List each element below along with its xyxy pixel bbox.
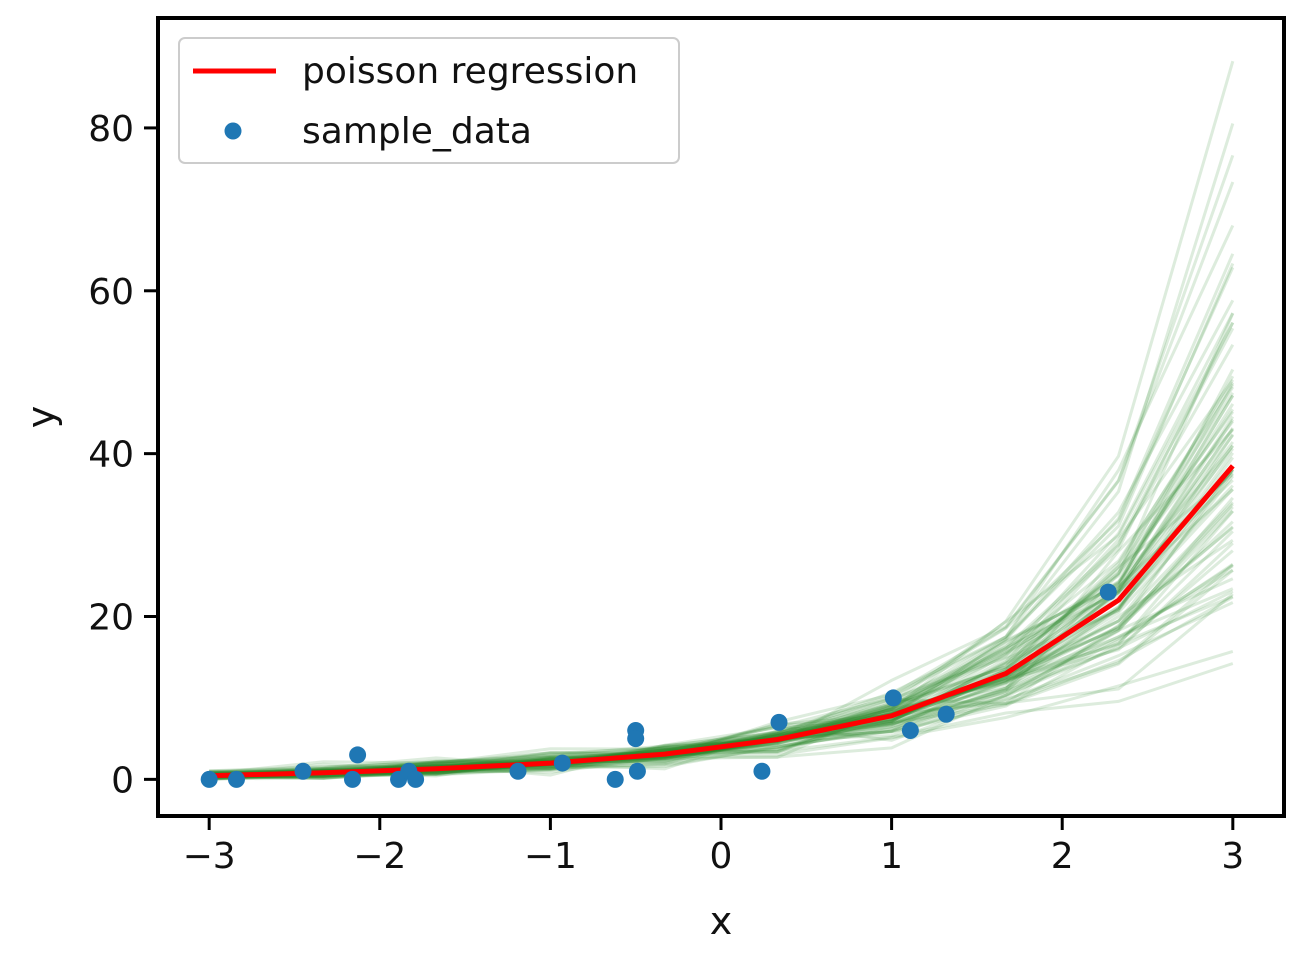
- posterior-sample-line: [209, 253, 1235, 781]
- posterior-sample-line: [209, 468, 1234, 776]
- posterior-sample-line: [209, 379, 1235, 780]
- posterior-sample-line: [209, 428, 1234, 781]
- sample-data-point: [294, 762, 312, 780]
- x-tick-label: 3: [1221, 836, 1244, 877]
- posterior-sample-line: [209, 368, 1235, 779]
- posterior-sample-line: [209, 434, 1235, 778]
- y-tick-label: 20: [88, 598, 134, 639]
- posterior-sample-line: [209, 475, 1234, 778]
- posterior-sample-line: [209, 649, 1234, 776]
- posterior-sample-line: [209, 154, 1235, 781]
- posterior-sample-line: [209, 403, 1235, 779]
- posterior-sample-line: [209, 321, 1235, 779]
- posterior-sample-line: [209, 530, 1234, 777]
- sample-data-point: [349, 746, 367, 764]
- regression-layer: [209, 464, 1235, 779]
- legend-label-sample-data: sample_data: [302, 111, 532, 152]
- posterior-sample-line: [209, 418, 1235, 775]
- x-tick-label: 1: [880, 836, 903, 877]
- poisson-regression-line: [209, 464, 1235, 779]
- sample-data-point: [200, 770, 218, 788]
- sample-data-point: [937, 705, 955, 723]
- x-tick-label: −3: [183, 836, 236, 877]
- posterior-sample-line: [209, 525, 1234, 776]
- sample-data-point: [627, 730, 645, 748]
- legend-box: [178, 37, 680, 164]
- sample-data-point: [770, 713, 788, 731]
- legend: poisson regression sample_data: [178, 37, 680, 164]
- posterior-sample-line: [209, 312, 1235, 780]
- posterior-sample-line: [209, 520, 1234, 777]
- sample-data-points: [200, 583, 1117, 788]
- y-axis-label: y: [19, 406, 63, 429]
- posterior-sample-line: [209, 472, 1234, 780]
- legend-label-regression: poisson regression: [302, 51, 638, 92]
- legend-dot-swatch: [224, 122, 242, 140]
- y-tick-label: 0: [111, 760, 134, 801]
- sample-data-point: [509, 762, 527, 780]
- sample-data-point: [1099, 583, 1117, 601]
- x-axis-label: x: [710, 899, 733, 943]
- x-tick-label: 0: [710, 836, 733, 877]
- x-tick-label: 2: [1051, 836, 1074, 877]
- posterior-sample-line: [209, 468, 1235, 779]
- sample-data-point: [753, 762, 771, 780]
- posterior-sample-line: [209, 410, 1235, 781]
- sample-data-point: [407, 770, 425, 788]
- posterior-sample-line: [209, 415, 1235, 779]
- posterior-sample-line: [209, 262, 1235, 780]
- y-tick-label: 80: [88, 109, 134, 150]
- posterior-sample-line: [209, 322, 1235, 777]
- x-tick-label: −1: [524, 836, 577, 877]
- sample-data-point: [553, 754, 571, 772]
- sample-data-point: [227, 770, 245, 788]
- sample-data-point: [606, 770, 624, 788]
- posterior-sample-line: [209, 568, 1234, 773]
- posterior-sample-line: [209, 542, 1234, 773]
- sample-data-point: [884, 689, 902, 707]
- sample-data-point: [901, 722, 919, 739]
- axes: −3 −2 −1 0 1 2 3 0 20 40 60 80 x y: [19, 16, 1286, 943]
- sample-data-point: [628, 762, 646, 780]
- posterior-sample-line: [209, 503, 1234, 776]
- posterior-sample-line: [209, 427, 1235, 778]
- x-tick-label: −2: [353, 836, 406, 877]
- posterior-sample-line: [209, 563, 1234, 776]
- posterior-sample-line: [209, 595, 1234, 775]
- sample-data-point: [343, 770, 361, 788]
- posterior-sample-line: [209, 375, 1235, 778]
- posterior-sample-curves: [209, 60, 1235, 781]
- y-tick-label: 40: [88, 435, 134, 476]
- y-tick-label: 60: [88, 272, 134, 313]
- posterior-sample-line: [209, 327, 1235, 781]
- posterior-sample-line: [209, 181, 1235, 778]
